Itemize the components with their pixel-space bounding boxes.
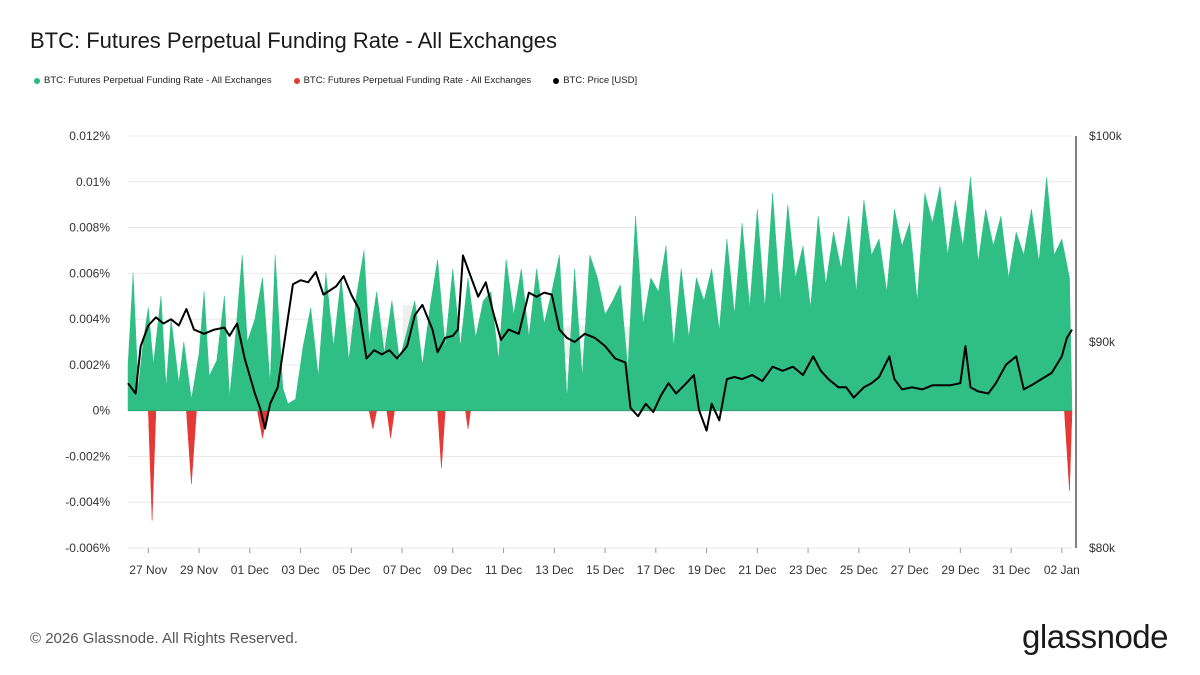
- x-tick-label: 05 Dec: [332, 563, 370, 577]
- funding-rate-positive-area: [127, 176, 1073, 411]
- x-tick-label: 27 Nov: [129, 563, 167, 577]
- x-tick-label: 23 Dec: [789, 563, 827, 577]
- x-tick-label: 27 Dec: [891, 563, 929, 577]
- legend-item-funding-positive[interactable]: BTC: Futures Perpetual Funding Rate - Al…: [34, 75, 272, 86]
- price-line: [127, 254, 1073, 432]
- y-left-tick-label: 0.012%: [69, 129, 110, 143]
- y-left-tick-label: 0%: [93, 404, 111, 418]
- y-left-tick-label: -0.004%: [65, 495, 110, 509]
- y-left-tick-label: 0.002%: [69, 358, 110, 372]
- x-tick-label: 01 Dec: [231, 563, 269, 577]
- legend-item-price[interactable]: BTC: Price [USD]: [553, 75, 637, 86]
- x-tick-label: 15 Dec: [586, 563, 624, 577]
- brand-logo: glassnode: [1022, 618, 1168, 655]
- x-tick-label: 11 Dec: [485, 563, 522, 577]
- y-left-tick-label: 0.008%: [69, 221, 110, 235]
- y-left-tick-label: 0.006%: [69, 266, 110, 280]
- legend-item-funding-negative[interactable]: BTC: Futures Perpetual Funding Rate - Al…: [293, 75, 532, 86]
- x-tick-label: 25 Dec: [840, 563, 878, 577]
- legend-dot-icon: [293, 77, 300, 84]
- x-tick-label: 09 Dec: [434, 563, 472, 577]
- x-tick-label: 29 Nov: [180, 563, 218, 577]
- y-right-tick-label: $90k: [1089, 335, 1116, 349]
- chart-legend: BTC: Futures Perpetual Funding Rate - Al…: [34, 75, 637, 86]
- x-tick-label: 17 Dec: [637, 563, 675, 577]
- x-tick-label: 19 Dec: [688, 563, 726, 577]
- legend-dot-icon: [34, 77, 40, 84]
- legend-label: BTC: Futures Perpetual Funding Rate - Al…: [303, 75, 532, 86]
- x-tick-label: 03 Dec: [282, 563, 320, 577]
- legend-dot-icon: [553, 77, 560, 84]
- chart-title: BTC: Futures Perpetual Funding Rate - Al…: [30, 28, 558, 53]
- x-tick-label: 02 Jan: [1044, 563, 1080, 577]
- y-right-tick-label: $100k: [1089, 129, 1123, 143]
- legend-label: BTC: Price [USD]: [563, 75, 638, 86]
- x-tick-label: 13 Dec: [535, 563, 573, 577]
- y-left-tick-label: 0.01%: [76, 175, 110, 189]
- x-tick-label: 21 Dec: [738, 563, 776, 577]
- x-tick-label: 31 Dec: [992, 563, 1030, 577]
- copyright-footer: © 2026 Glassnode. All Rights Reserved.: [30, 630, 298, 647]
- funding-rate-negative-area: [148, 410, 1073, 521]
- y-right-tick-label: $80k: [1089, 541, 1116, 555]
- y-left-tick-label: -0.006%: [65, 541, 110, 555]
- x-tick-label: 07 Dec: [383, 563, 421, 577]
- y-left-tick-label: -0.002%: [65, 449, 110, 463]
- x-tick-label: 29 Dec: [941, 563, 979, 577]
- y-left-tick-label: 0.004%: [69, 312, 110, 326]
- legend-label: BTC: Futures Perpetual Funding Rate - Al…: [44, 75, 272, 86]
